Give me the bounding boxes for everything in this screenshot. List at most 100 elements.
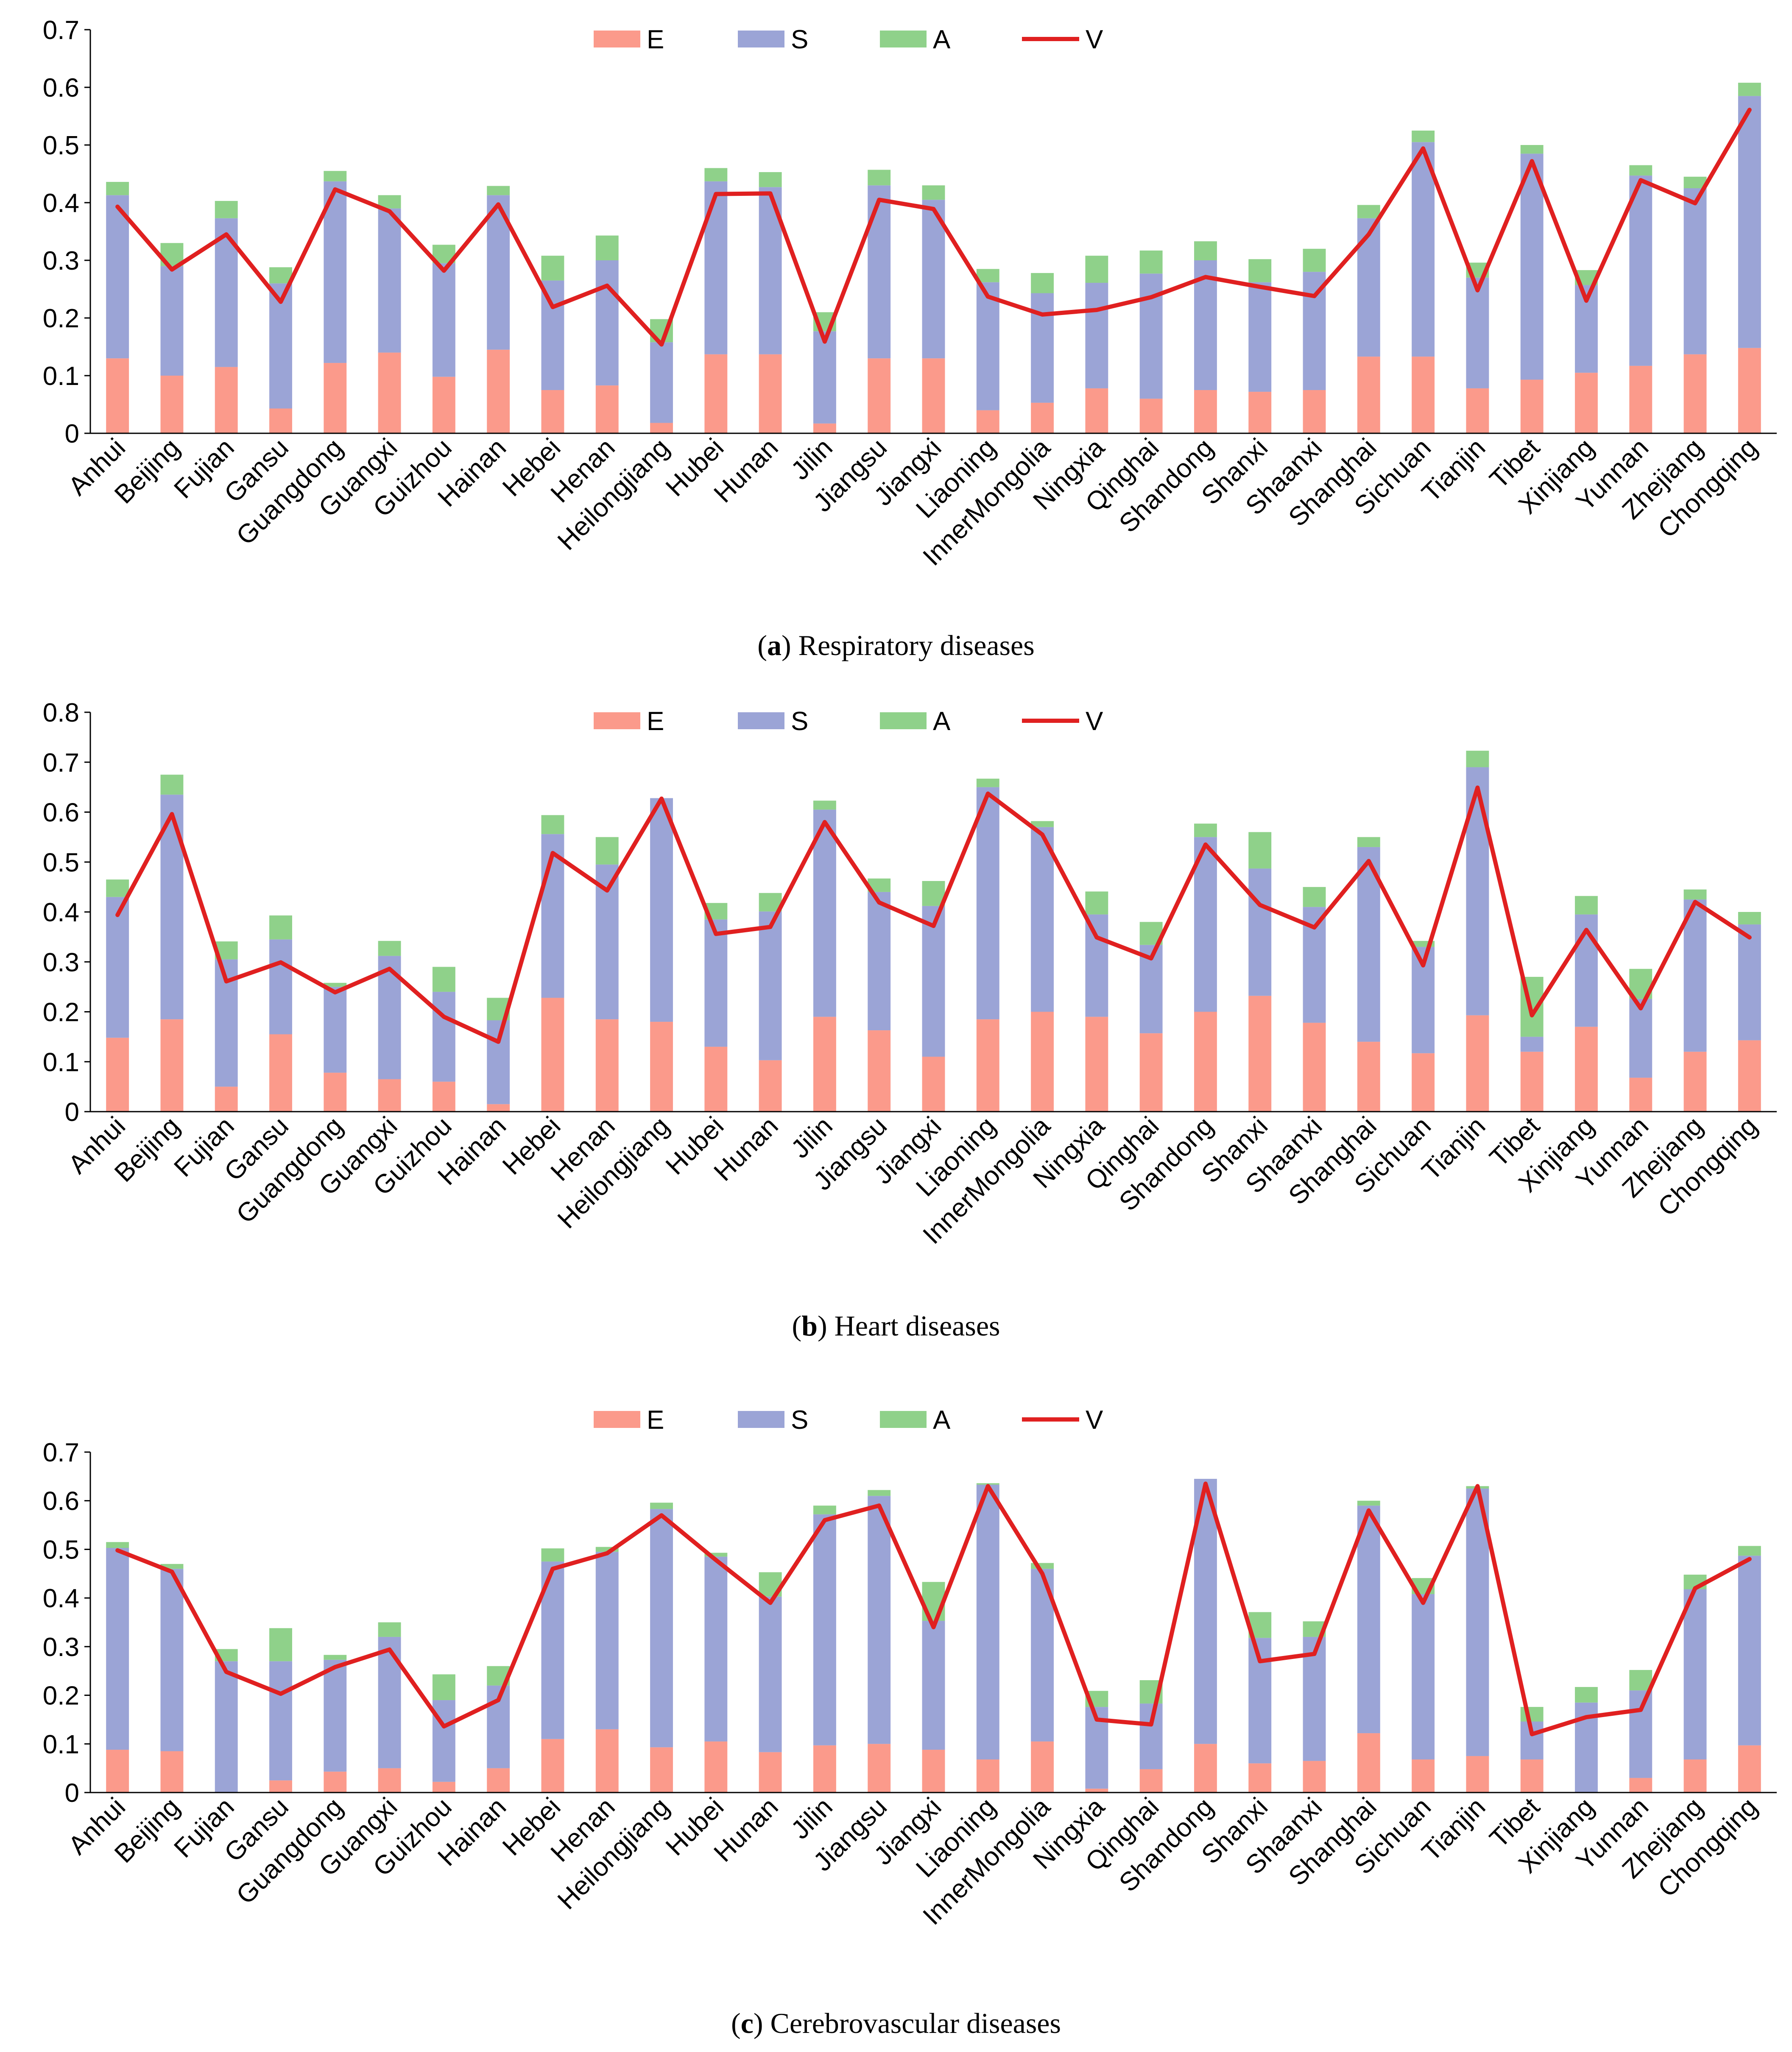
bar-s: [324, 181, 347, 363]
bar-e: [595, 1019, 619, 1112]
bar-s: [704, 181, 728, 354]
y-tick-label: 0.5: [43, 131, 79, 160]
bar-s: [160, 266, 184, 376]
y-tick-label: 0.2: [43, 1681, 79, 1711]
bar-a: [1357, 205, 1380, 218]
bar-a: [378, 1622, 401, 1637]
bar-s: [1085, 914, 1108, 1017]
legend-label-e: E: [647, 707, 664, 736]
bar-e: [704, 1741, 728, 1793]
bar-s: [1683, 1589, 1707, 1759]
bar-e: [1520, 1759, 1544, 1793]
bar-s: [922, 200, 945, 359]
legend-label-s: S: [791, 25, 808, 54]
bar-a: [1248, 832, 1272, 869]
series-v-line: [115, 785, 1752, 1044]
bar-e: [487, 1104, 510, 1112]
bar-e: [650, 423, 673, 433]
bar-e: [759, 1752, 782, 1793]
bar-a: [215, 201, 238, 218]
bar-s: [1303, 1637, 1326, 1761]
bar-e: [269, 408, 292, 433]
bar-e: [595, 385, 619, 433]
legend-swatch-a: [880, 1411, 927, 1428]
y-tick-label: 0: [65, 1098, 79, 1127]
bar-a: [1412, 131, 1435, 142]
bar-e: [378, 1768, 401, 1793]
caption-respiratory: (a) Respiratory diseases: [757, 629, 1034, 661]
bar-a: [595, 837, 619, 865]
bar-e: [704, 354, 728, 433]
bar-e: [541, 390, 564, 433]
bar-a: [1738, 912, 1761, 925]
bar-e: [1139, 1769, 1163, 1793]
bar-s: [1629, 176, 1652, 366]
caption-title: Heart diseases: [827, 1310, 1000, 1342]
legend-swatch-s: [738, 712, 784, 729]
bar-a: [1738, 1546, 1761, 1556]
bar-e: [868, 358, 891, 433]
bar-e: [1303, 390, 1326, 433]
legend-swatch-a: [880, 31, 927, 47]
bar-e: [1738, 1040, 1761, 1112]
legend-label-v: V: [1086, 707, 1103, 736]
bar-s: [1738, 96, 1761, 348]
bar-e: [1412, 1053, 1435, 1112]
legend-label-a: A: [933, 1405, 951, 1435]
bar-e: [813, 1745, 836, 1793]
caption-heart: (b) Heart diseases: [792, 1310, 1000, 1342]
bar-e: [976, 1759, 999, 1793]
bar-a: [1683, 889, 1707, 900]
y-tick-label: 0.4: [43, 898, 79, 927]
bar-s: [1520, 153, 1544, 380]
bar-e: [1575, 1026, 1598, 1112]
y-tick-label: 0.2: [43, 998, 79, 1027]
bar-a: [704, 168, 728, 181]
bar-s: [868, 892, 891, 1031]
bar-s: [1031, 293, 1054, 403]
bar-a: [813, 800, 836, 810]
bar-a: [1139, 250, 1163, 274]
panel-heart-chart: 00.10.20.30.40.50.60.70.8AnhuiBeijingFuj…: [43, 698, 1777, 1250]
bar-a: [1575, 1687, 1598, 1703]
bar-e: [160, 1751, 184, 1793]
bar-s: [378, 1637, 401, 1768]
bar-e: [813, 1017, 836, 1112]
bar-e: [541, 1739, 564, 1793]
bar-e: [1629, 365, 1652, 433]
bar-e: [160, 1019, 184, 1112]
bar-s: [1412, 142, 1435, 357]
bar-s: [704, 1556, 728, 1742]
bar-e: [324, 1771, 347, 1793]
bar-e: [650, 1747, 673, 1793]
bar-a: [1303, 248, 1326, 272]
bar-e: [1194, 1012, 1217, 1112]
bar-s: [1683, 188, 1707, 354]
bar-e: [868, 1744, 891, 1793]
y-tick-label: 0.4: [43, 189, 79, 218]
bar-e: [1357, 1733, 1380, 1793]
bar-s: [269, 283, 292, 409]
bar-e: [595, 1729, 619, 1793]
panel-respiratory-chart: 00.10.20.30.40.50.60.7AnhuiBeijingFujian…: [43, 16, 1777, 572]
bar-a: [269, 915, 292, 940]
caption-title: Respiratory diseases: [791, 629, 1035, 661]
bar-e: [1738, 348, 1761, 433]
bar-a: [269, 267, 292, 284]
bar-s: [1194, 837, 1217, 1012]
bar-e: [976, 410, 999, 433]
bar-a: [378, 941, 401, 956]
bar-s: [1357, 218, 1380, 357]
bar-s: [1629, 1690, 1652, 1778]
bar-a: [595, 1547, 619, 1552]
bar-e: [922, 1750, 945, 1793]
bar-s: [922, 1621, 945, 1750]
bar-s: [106, 1547, 129, 1750]
bar-e: [1085, 388, 1108, 433]
bar-s: [1248, 282, 1272, 392]
bar-e: [1031, 1012, 1054, 1112]
bar-a: [1520, 1707, 1544, 1722]
legend-swatch-e: [594, 1411, 640, 1428]
bar-a: [106, 1542, 129, 1548]
